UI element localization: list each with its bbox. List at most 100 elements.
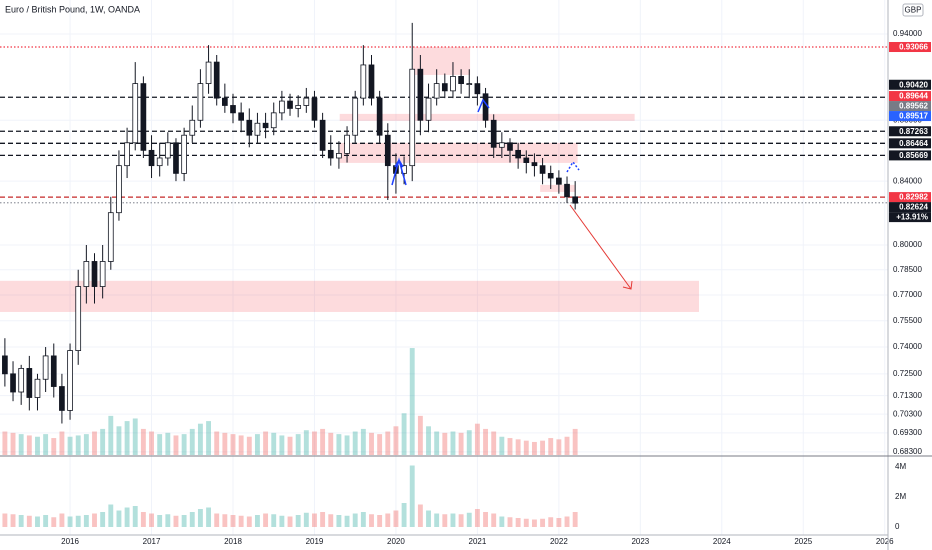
y-tick-label: 0.68300 bbox=[893, 447, 922, 456]
candle-body bbox=[107, 212, 114, 262]
volume-overlay-bar bbox=[556, 439, 562, 455]
volume-bar bbox=[197, 509, 203, 527]
price-label: 0.87263 bbox=[899, 127, 928, 136]
candle-body bbox=[539, 165, 546, 174]
candle-body bbox=[222, 97, 228, 106]
volume-bar bbox=[540, 518, 546, 527]
price-label-box bbox=[889, 79, 931, 90]
y-tick-label: 0.69300 bbox=[893, 428, 922, 437]
candle-body bbox=[18, 368, 25, 393]
candle-body bbox=[515, 149, 521, 159]
volume-bar bbox=[26, 515, 32, 527]
volume-overlay-bar bbox=[540, 440, 546, 455]
candle-body bbox=[213, 61, 220, 99]
volume-overlay-bar bbox=[26, 435, 32, 455]
y-tick-label: 0.80000 bbox=[893, 240, 922, 249]
volume-overlay-bar bbox=[67, 436, 73, 455]
candle-body bbox=[523, 157, 530, 163]
volume-bar bbox=[352, 513, 358, 527]
candle-body bbox=[441, 83, 448, 92]
price-label: 0.93066 bbox=[899, 43, 928, 52]
candle-body bbox=[327, 149, 334, 159]
candle-body bbox=[116, 165, 122, 214]
candle-body bbox=[2, 355, 8, 375]
x-tick-label: 2016 bbox=[61, 537, 79, 546]
volume-bar bbox=[401, 503, 407, 527]
volume-overlay-bar bbox=[18, 434, 24, 455]
volume-bar bbox=[409, 465, 415, 527]
price-label: 0.85669 bbox=[899, 151, 928, 160]
volume-overlay-bar bbox=[360, 428, 366, 455]
y-tick-label: 0.72500 bbox=[893, 369, 922, 378]
candle-body bbox=[458, 75, 464, 85]
volume-tick-label: 4M bbox=[895, 462, 906, 471]
blue-arrow bbox=[477, 98, 490, 113]
price-label-box bbox=[889, 192, 931, 203]
candle-body bbox=[173, 142, 179, 174]
x-tick-label: 2017 bbox=[143, 537, 161, 546]
candle-body bbox=[279, 100, 285, 114]
volume-overlay-bar bbox=[222, 432, 228, 455]
y-tick-label: 0.78500 bbox=[893, 265, 922, 274]
price-label-box bbox=[889, 91, 931, 102]
volume-overlay-bar bbox=[515, 439, 521, 455]
volume-bar bbox=[442, 514, 448, 527]
x-tick-label: 2021 bbox=[469, 537, 487, 546]
volume-bar bbox=[336, 515, 342, 527]
candle-body bbox=[336, 152, 342, 159]
candle-body bbox=[262, 122, 269, 129]
price-label: 0.82624 bbox=[899, 203, 928, 212]
y-tick-label: 0.94000 bbox=[893, 29, 922, 38]
change-label: +13.91% bbox=[896, 213, 928, 222]
volume-bar bbox=[206, 507, 212, 527]
candle-body bbox=[34, 378, 41, 398]
y-tick-label: 0.74000 bbox=[893, 342, 922, 351]
volume-overlay-bar bbox=[149, 431, 154, 455]
volume-bar bbox=[531, 519, 537, 527]
currency-box[interactable] bbox=[902, 3, 924, 17]
volume-overlay-bar bbox=[254, 434, 260, 455]
candle-body bbox=[498, 142, 505, 148]
chart-title: Euro / British Pound, 1W, OANDA bbox=[5, 4, 140, 14]
x-tick-label: 2026 bbox=[876, 537, 894, 546]
volume-bar bbox=[385, 513, 391, 527]
volume-overlay-bar bbox=[238, 435, 244, 455]
candle-body bbox=[189, 119, 196, 136]
candle-body bbox=[507, 142, 513, 151]
volume-bar bbox=[458, 514, 464, 527]
volume-bar bbox=[523, 518, 529, 527]
price-label: 0.89517 bbox=[899, 112, 928, 121]
candle-body bbox=[140, 83, 147, 151]
volume-overlay-bar bbox=[401, 413, 407, 455]
projection-arrow bbox=[569, 204, 632, 290]
volume-overlay-bar bbox=[140, 428, 146, 455]
volume-bar bbox=[483, 512, 488, 527]
candle-body bbox=[83, 261, 90, 287]
volume-overlay-bar bbox=[165, 432, 171, 455]
zone bbox=[540, 184, 576, 192]
candle-body bbox=[287, 100, 293, 109]
volume-overlay-bar bbox=[100, 428, 106, 455]
volume-overlay-bar bbox=[393, 426, 399, 455]
volume-overlay-bar bbox=[369, 432, 374, 455]
volume-bar bbox=[271, 514, 277, 527]
candle-body bbox=[67, 350, 73, 411]
volume-bar bbox=[515, 518, 521, 527]
volume-bar bbox=[59, 513, 65, 527]
price-label: 0.89644 bbox=[899, 92, 928, 101]
price-label: 0.90420 bbox=[899, 80, 928, 89]
volume-overlay-bar bbox=[458, 432, 464, 455]
candle-body bbox=[42, 355, 49, 380]
candle-body bbox=[238, 112, 244, 121]
volume-bar bbox=[140, 512, 146, 527]
volume-bar bbox=[75, 515, 81, 527]
volume-overlay-bar bbox=[450, 431, 456, 455]
volume-bar bbox=[149, 513, 154, 527]
volume-overlay-bar bbox=[263, 431, 269, 455]
price-label-box bbox=[889, 101, 931, 112]
volume-overlay-bar bbox=[173, 435, 179, 455]
y-tick-label: 0.84000 bbox=[893, 176, 922, 185]
volume-overlay-bar bbox=[287, 436, 293, 455]
candle-body bbox=[91, 261, 98, 287]
